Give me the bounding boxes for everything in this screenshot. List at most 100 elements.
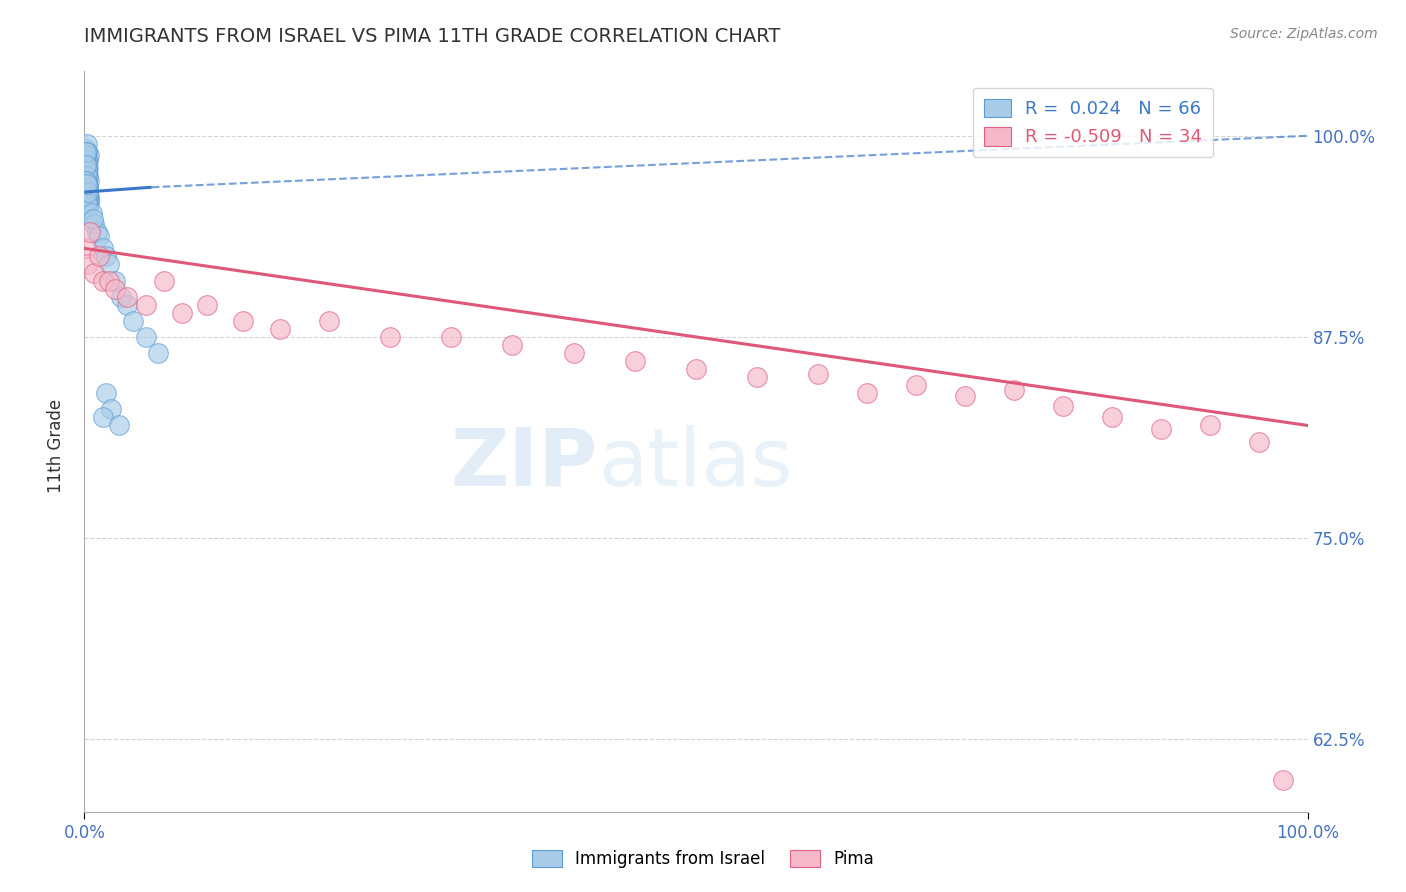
Point (905, 378, 928, 392)
Point (77, 185, 100, 199)
Text: 11th Grade: 11th Grade (48, 399, 65, 493)
Point (75, 174, 97, 188)
Point (232, 314, 254, 328)
Point (440, 330, 463, 344)
Point (76, 177, 98, 191)
Point (807, 367, 830, 381)
Point (83, 266, 105, 280)
Point (135, 330, 157, 344)
Point (91, 410, 114, 425)
Point (77, 180, 100, 194)
Point (76, 185, 98, 199)
Point (77, 185, 100, 199)
Point (77, 169, 100, 183)
Point (104, 274, 127, 288)
Point (75, 158, 97, 172)
Point (624, 354, 647, 368)
Point (1101, 410, 1123, 425)
Point (76, 193, 98, 207)
Point (76, 161, 98, 175)
Point (76, 158, 98, 172)
Point (75, 177, 97, 191)
Point (77, 258, 100, 272)
Point (172, 306, 194, 320)
Point (77, 185, 100, 199)
Point (77, 190, 100, 204)
Point (77, 196, 100, 211)
Point (76, 153, 98, 167)
Point (77, 193, 100, 207)
Point (269, 322, 291, 336)
Point (1002, 383, 1025, 397)
Point (110, 290, 132, 304)
Point (747, 370, 769, 384)
Point (79, 225, 101, 239)
Point (76, 164, 98, 178)
Point (100, 402, 122, 417)
Point (76, 153, 98, 167)
Point (80, 206, 103, 220)
Point (76, 145, 98, 159)
Point (77, 174, 100, 188)
Point (146, 346, 169, 360)
Point (75, 174, 97, 188)
Point (82, 212, 104, 227)
Point (75, 169, 97, 183)
Point (104, 282, 127, 296)
Point (122, 314, 145, 328)
Point (76, 136, 98, 151)
Point (115, 290, 138, 304)
Point (97, 274, 120, 288)
Point (75, 177, 97, 191)
Point (75, 169, 97, 183)
Point (77, 148, 100, 162)
Point (75, 241, 97, 255)
Point (83, 217, 105, 231)
Point (153, 274, 176, 288)
Point (96, 386, 118, 401)
Point (91, 274, 114, 288)
Text: Source: ZipAtlas.com: Source: ZipAtlas.com (1230, 27, 1378, 41)
Point (76, 180, 98, 194)
Point (76, 169, 98, 183)
Point (856, 386, 879, 401)
Point (75, 145, 97, 159)
Point (76, 145, 98, 159)
Point (75, 164, 97, 178)
Point (135, 298, 157, 312)
Point (75, 148, 97, 162)
Point (77, 196, 100, 211)
Point (75, 142, 97, 156)
Point (77, 188, 100, 202)
Point (1198, 418, 1220, 433)
Point (685, 362, 707, 376)
Text: ZIP: ZIP (451, 425, 598, 503)
Point (87, 228, 110, 243)
Point (502, 338, 524, 352)
Point (75, 180, 97, 194)
Point (91, 241, 114, 255)
Point (77, 193, 100, 207)
Text: IMMIGRANTS FROM ISRAEL VS PIMA 11TH GRADE CORRELATION CHART: IMMIGRANTS FROM ISRAEL VS PIMA 11TH GRAD… (84, 27, 780, 45)
Point (107, 418, 129, 433)
Point (318, 314, 340, 328)
Text: atlas: atlas (598, 425, 793, 503)
Point (96, 250, 118, 264)
Point (76, 164, 98, 178)
Point (195, 298, 218, 312)
Point (75, 185, 97, 199)
Point (76, 196, 98, 211)
Point (1247, 434, 1270, 449)
Point (97, 258, 120, 272)
Point (77, 161, 100, 175)
Point (86, 225, 108, 239)
Point (1150, 422, 1173, 436)
Point (115, 298, 138, 312)
Point (77, 153, 100, 167)
Point (1272, 772, 1295, 787)
Point (87, 250, 110, 264)
Point (76, 177, 98, 191)
Legend: Immigrants from Israel, Pima: Immigrants from Israel, Pima (524, 843, 882, 875)
Legend: R =  0.024   N = 66, R = -0.509   N = 34: R = 0.024 N = 66, R = -0.509 N = 34 (973, 87, 1213, 157)
Point (76, 174, 98, 188)
